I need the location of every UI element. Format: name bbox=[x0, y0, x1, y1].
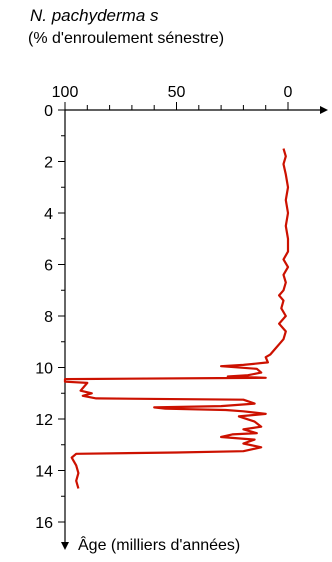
y-tick-label: 10 bbox=[35, 361, 53, 378]
x-tick-label: 100 bbox=[52, 84, 79, 101]
y-tick-label: 4 bbox=[44, 206, 53, 223]
chart-subtitle: (% d'enroulement sénestre) bbox=[28, 30, 225, 47]
y-tick-label: 14 bbox=[35, 464, 53, 481]
y-tick-label: 6 bbox=[44, 258, 53, 275]
y-axis-arrow bbox=[61, 542, 69, 550]
x-axis-arrow bbox=[320, 106, 328, 114]
y-tick-label: 0 bbox=[44, 103, 53, 120]
y-tick-label: 2 bbox=[44, 155, 53, 172]
y-axis-label: Âge (milliers d'années) bbox=[78, 537, 241, 554]
y-tick-label: 8 bbox=[44, 309, 53, 326]
chart-ticks bbox=[58, 102, 289, 523]
x-tick-label: 0 bbox=[284, 84, 293, 101]
y-tick-label: 16 bbox=[35, 515, 53, 532]
chart-axes bbox=[61, 106, 328, 550]
chart-title: N. pachyderma s bbox=[30, 6, 159, 25]
x-tick-label: 50 bbox=[168, 84, 186, 101]
chart-tick-labels: 100 50 0 0 2 4 6 8 10 12 14 16 bbox=[35, 84, 292, 532]
y-tick-label: 12 bbox=[35, 412, 53, 429]
series-line bbox=[63, 148, 290, 489]
